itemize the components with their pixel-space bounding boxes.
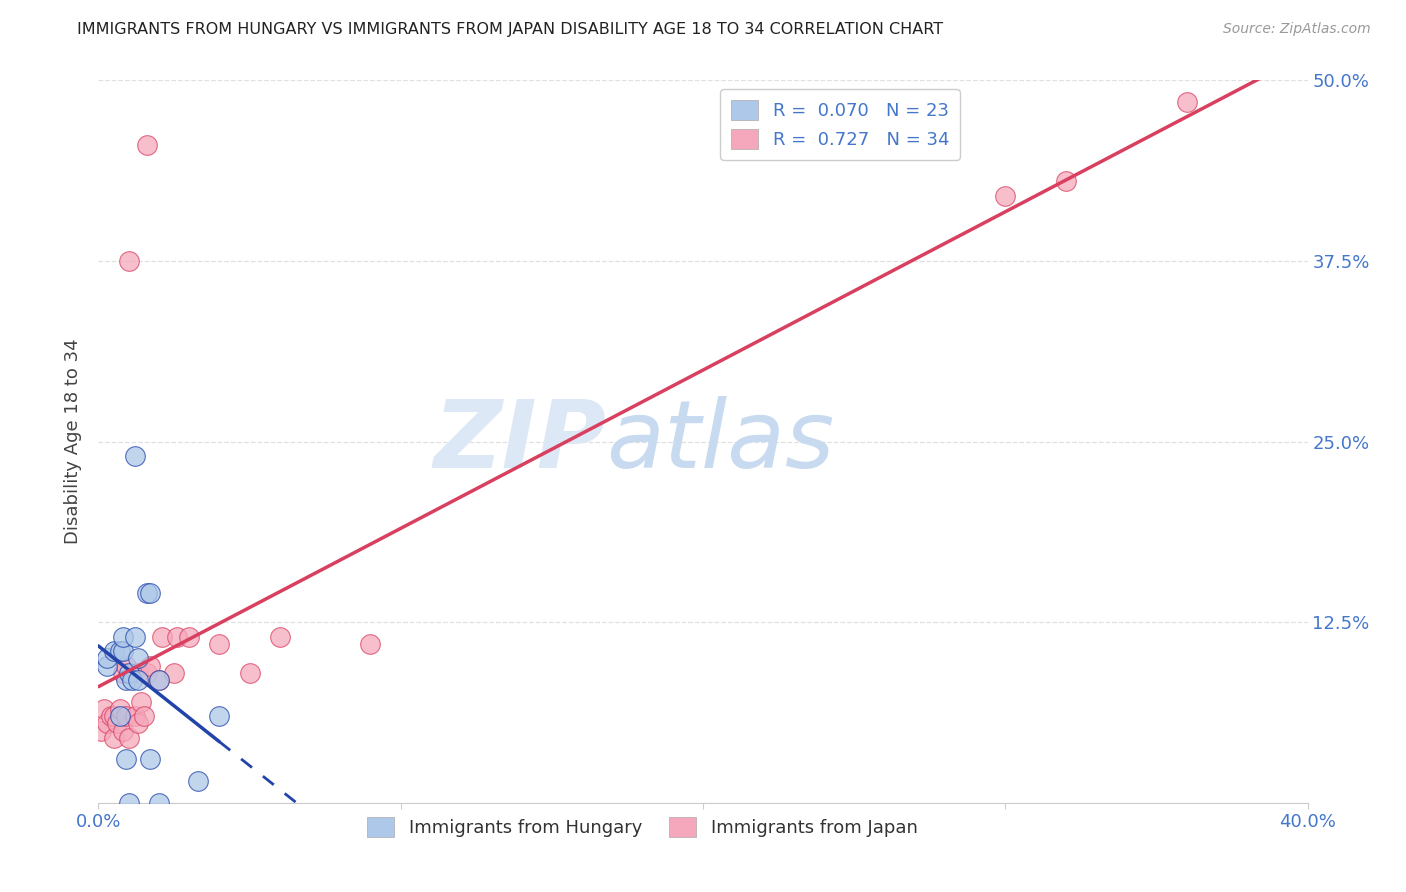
Point: [127, 665, 149, 680]
Point: [111, 723, 134, 738]
Point: [239, 665, 262, 680]
Point: [108, 644, 131, 658]
Point: [269, 630, 291, 644]
Point: [994, 189, 1017, 203]
Point: [111, 665, 134, 680]
Point: [114, 658, 136, 673]
Y-axis label: Disability Age 18 to 34: Disability Age 18 to 34: [65, 339, 83, 544]
Point: [118, 253, 141, 268]
Point: [108, 702, 131, 716]
Point: [148, 796, 170, 810]
Point: [124, 630, 146, 644]
Point: [127, 673, 149, 687]
Point: [148, 673, 170, 687]
Point: [124, 449, 146, 463]
Point: [166, 630, 188, 644]
Point: [118, 731, 141, 745]
Point: [111, 630, 134, 644]
Point: [108, 709, 131, 723]
Point: [163, 665, 186, 680]
Point: [114, 709, 136, 723]
Point: [208, 637, 231, 651]
Point: [111, 644, 134, 658]
Point: [127, 716, 149, 731]
Point: [96, 658, 118, 673]
Point: [139, 586, 162, 600]
Text: atlas: atlas: [606, 396, 835, 487]
Point: [114, 752, 136, 766]
Point: [124, 709, 146, 723]
Text: Source: ZipAtlas.com: Source: ZipAtlas.com: [1223, 22, 1371, 37]
Point: [127, 651, 149, 665]
Point: [360, 637, 382, 651]
Point: [148, 673, 170, 687]
Point: [103, 731, 125, 745]
Point: [93, 702, 115, 716]
Point: [103, 644, 125, 658]
Point: [132, 709, 155, 723]
Point: [114, 673, 136, 687]
Point: [90, 723, 112, 738]
Point: [139, 658, 162, 673]
Point: [187, 774, 209, 789]
Text: ZIP: ZIP: [433, 395, 606, 488]
Point: [118, 665, 141, 680]
Point: [135, 586, 157, 600]
Point: [118, 796, 141, 810]
Point: [121, 673, 143, 687]
Point: [96, 716, 118, 731]
Point: [150, 630, 173, 644]
Point: [135, 138, 157, 153]
Point: [208, 709, 231, 723]
Legend: Immigrants from Hungary, Immigrants from Japan: Immigrants from Hungary, Immigrants from…: [360, 810, 925, 845]
Point: [129, 695, 152, 709]
Point: [105, 716, 128, 731]
Point: [179, 630, 201, 644]
Point: [1054, 174, 1077, 188]
Point: [139, 752, 162, 766]
Text: IMMIGRANTS FROM HUNGARY VS IMMIGRANTS FROM JAPAN DISABILITY AGE 18 TO 34 CORRELA: IMMIGRANTS FROM HUNGARY VS IMMIGRANTS FR…: [77, 22, 943, 37]
Point: [135, 665, 157, 680]
Point: [103, 709, 125, 723]
Point: [1175, 95, 1198, 109]
Point: [100, 709, 122, 723]
Point: [96, 651, 118, 665]
